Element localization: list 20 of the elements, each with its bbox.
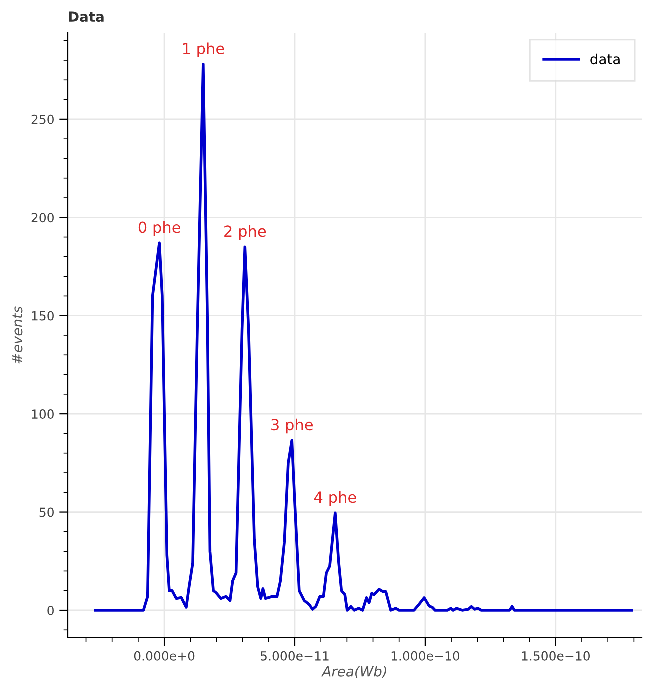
x-axis-title: Area(Wb): [321, 666, 386, 678]
y-tick-label: 200: [32, 213, 54, 223]
y-tick-label: 0: [48, 606, 54, 616]
annotation: 4 phe: [314, 491, 356, 506]
y-axis-title: #events: [12, 306, 23, 364]
y-tick-label: 100: [32, 410, 54, 419]
x-tick-label: 1.000e−10: [392, 651, 460, 661]
y-tick-label: 50: [40, 508, 54, 518]
y-tick-label: 150: [32, 311, 54, 321]
annotation: 2 phe: [224, 225, 266, 240]
annotation: 0 phe: [138, 221, 180, 236]
annotation: 3 phe: [272, 418, 313, 434]
line-series: [94, 63, 634, 612]
chart-title: Data: [69, 12, 104, 22]
x-tick-label: 0.000e+0: [134, 651, 195, 661]
x-tick-label: 1.500e−10: [522, 651, 590, 661]
y-tick-label: 250: [32, 114, 54, 124]
annotation: 1 phe: [183, 42, 224, 58]
x-tick-label: 5.000e−11: [261, 651, 329, 661]
legend-label: data: [590, 54, 620, 65]
